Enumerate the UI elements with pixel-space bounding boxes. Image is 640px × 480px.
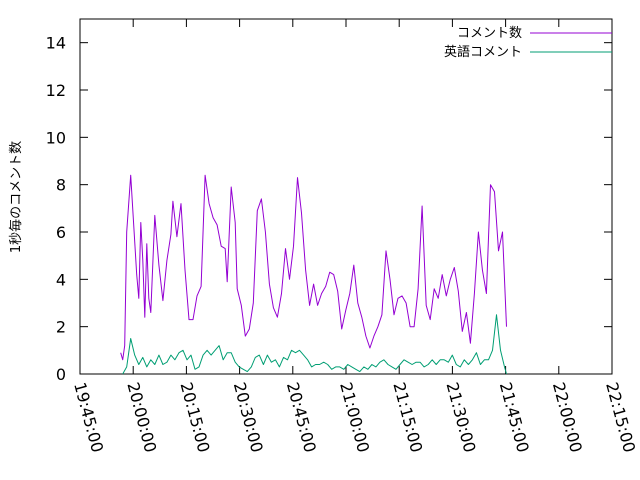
legend-label-series-1: コメント数 (457, 26, 522, 41)
legend-label-series-2: 英語コメント (444, 44, 522, 60)
y-tick-label: 10 (46, 128, 66, 147)
y-tick-label: 12 (46, 81, 66, 100)
y-tick-label: 6 (56, 223, 66, 242)
y-tick-label: 8 (56, 176, 66, 195)
y-tick-label: 4 (56, 270, 66, 289)
series-lines (120, 174, 507, 375)
y-tick-label: 0 (56, 365, 66, 384)
y-tick-label: 14 (46, 34, 66, 53)
legend: コメント数 英語コメント (444, 26, 612, 60)
series-line-1 (120, 174, 507, 361)
y-tick-label: 2 (56, 318, 66, 337)
series-line-2 (122, 314, 507, 375)
y-axis-label: 1秒毎のコメント数 (8, 141, 24, 253)
